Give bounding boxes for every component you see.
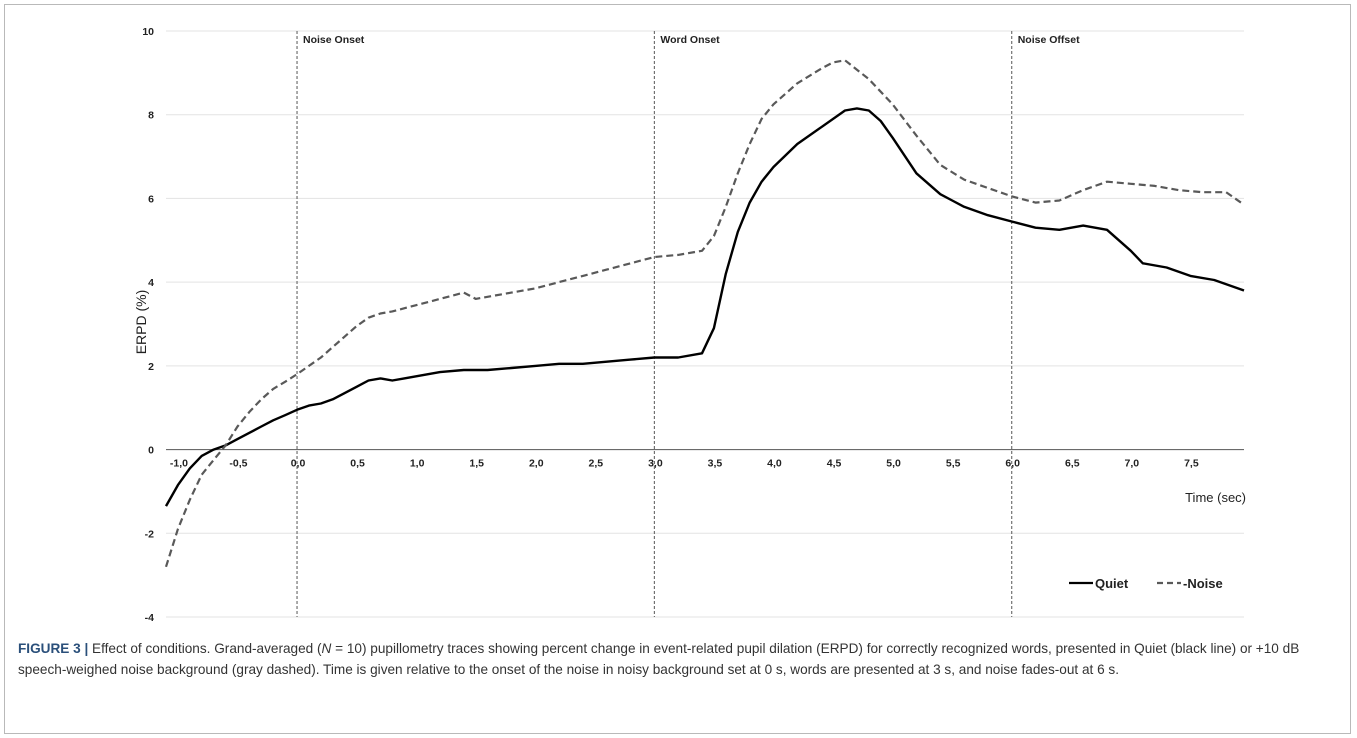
x-tick-label: 2,0	[529, 458, 544, 470]
x-tick-label: 2,5	[589, 458, 604, 470]
x-tick-label: -0,5	[229, 458, 247, 470]
x-tick-label: 0,0	[291, 458, 306, 470]
y-tick-label: 0	[148, 445, 154, 457]
event-marker-label: Word Onset	[660, 34, 720, 46]
x-tick-label: 6,0	[1005, 458, 1020, 470]
caption-n-symbol: N	[321, 641, 332, 656]
x-tick-label: 5,0	[886, 458, 901, 470]
y-tick-label: 2	[148, 361, 154, 373]
legend-label-quiet: Quiet	[1095, 576, 1129, 591]
caption-figure-label: FIGURE 3 |	[18, 641, 89, 656]
x-axis-title: Time (sec)	[1185, 490, 1246, 505]
x-tick-label: 0,5	[350, 458, 365, 470]
x-tick-label: 1,0	[410, 458, 425, 470]
x-tick-label: -1,0	[170, 458, 188, 470]
y-tick-label: -2	[145, 528, 154, 540]
caption-text-part1: Effect of conditions. Grand-averaged (	[88, 641, 322, 656]
y-tick-label: -4	[145, 612, 154, 624]
event-marker-label: Noise Onset	[303, 34, 365, 46]
figure-frame	[4, 4, 1351, 734]
x-tick-label: 4,0	[767, 458, 782, 470]
y-tick-label: 4	[148, 277, 154, 289]
y-axis-title: ERPD (%)	[133, 290, 149, 355]
y-tick-label: 6	[148, 193, 154, 205]
x-tick-label: 3,0	[648, 458, 663, 470]
x-tick-label: 7,5	[1184, 458, 1199, 470]
erpd-line-chart: -4 -2 0 2 4 6 8 10 -1,0 -0,5 0,0 0,5 1,0 1,5 2,0 2,5 3,0…	[133, 26, 1246, 624]
x-tick-label: 4,5	[827, 458, 842, 470]
y-tick-label: 10	[142, 26, 154, 38]
caption-text-part2: = 10) pupillometry traces showing percen…	[18, 641, 1300, 677]
legend-label-noise: -Noise	[1183, 576, 1223, 591]
x-tick-label: 6,5	[1065, 458, 1080, 470]
x-tick-label: 5,5	[946, 458, 961, 470]
series-line-quiet	[164, 107, 1245, 507]
x-tick-label: 7,0	[1125, 458, 1140, 470]
series-line-noise	[164, 59, 1245, 568]
figure-caption: FIGURE 3 | Effect of conditions. Grand-a…	[18, 638, 1338, 680]
x-tick-label: 3,5	[708, 458, 723, 470]
y-tick-label: 8	[148, 110, 154, 122]
x-tick-label: 1,5	[469, 458, 484, 470]
event-marker-label: Noise Offset	[1018, 34, 1080, 46]
